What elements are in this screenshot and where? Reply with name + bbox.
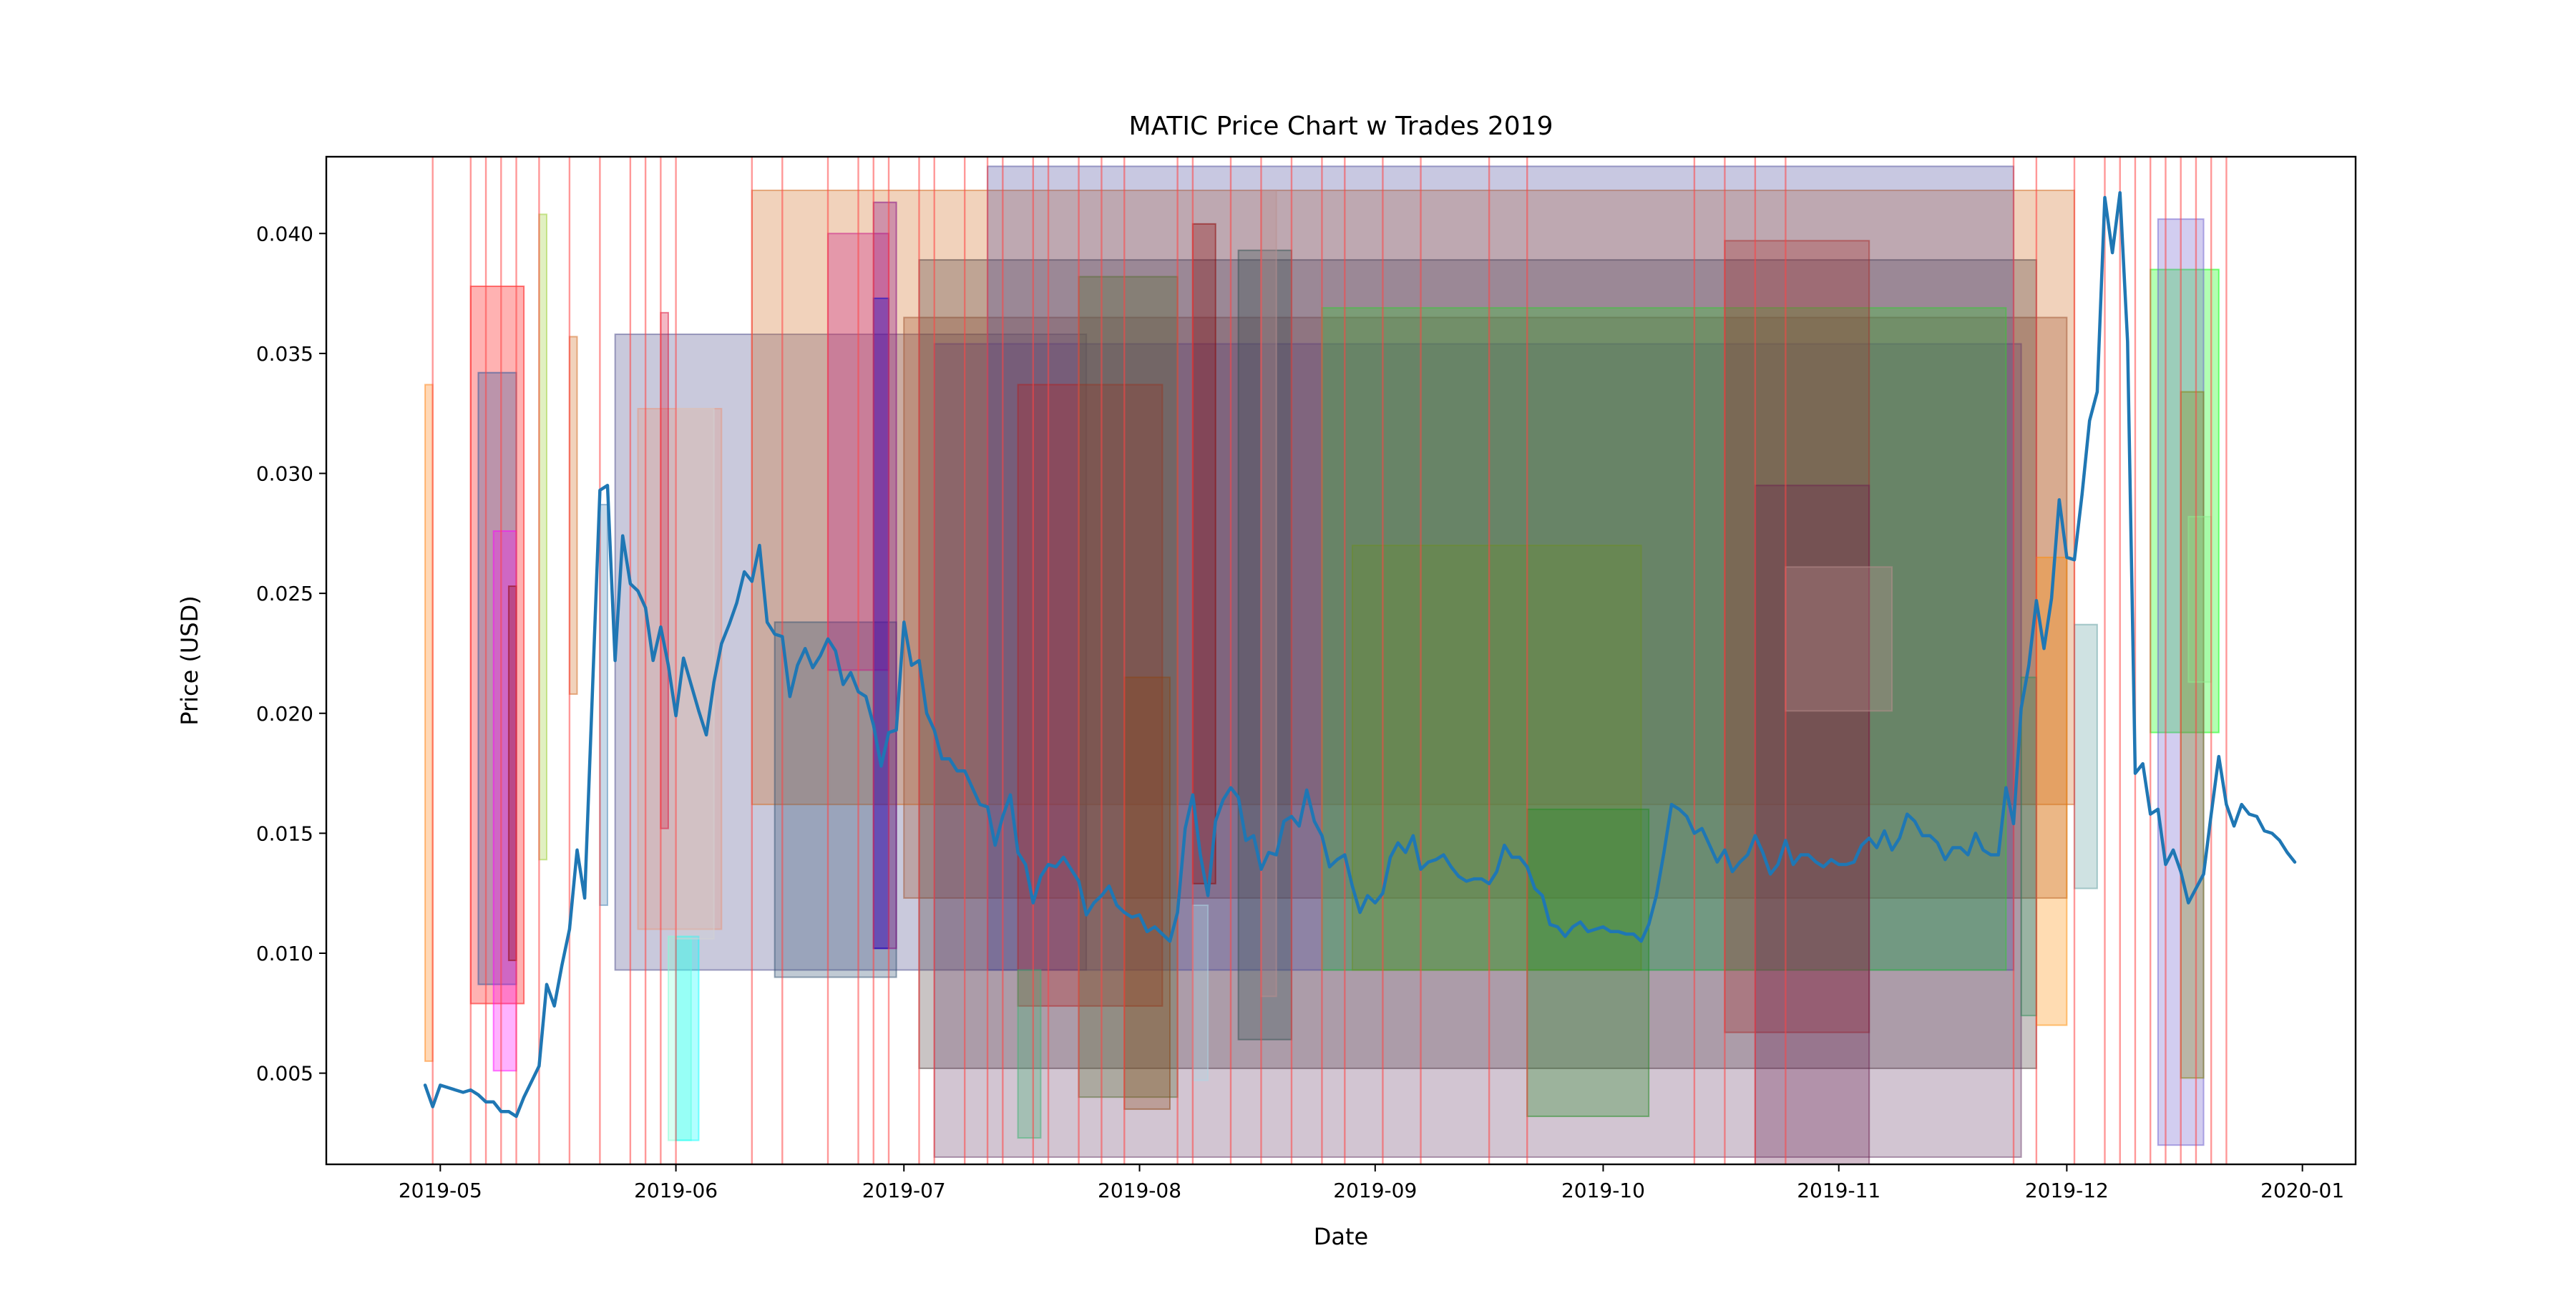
x-axis-ticks: 2019-05 2019-06 2019-07 2019-08 2019-09 2019-…: [399, 1164, 2344, 1202]
x-tick-label: 2019-12: [2025, 1179, 2109, 1202]
y-tick-label: 0.020: [256, 702, 313, 726]
trade-box: [614, 333, 1088, 971]
y-tick-label: 0.025: [256, 582, 313, 605]
y-tick-label: 0.035: [256, 342, 313, 366]
trade-box: [1017, 384, 1163, 1007]
trade-box: [507, 585, 517, 962]
x-axis-label: Date: [1314, 1223, 1368, 1250]
x-tick-label: 2019-06: [634, 1179, 718, 1202]
trade-box: [1785, 566, 1893, 712]
trade-box: [1191, 904, 1209, 1081]
trade-box: [660, 311, 669, 829]
x-tick-label: 2019-07: [862, 1179, 946, 1202]
y-tick-label: 0.005: [256, 1062, 313, 1086]
price-line: [423, 191, 2297, 1119]
x-tick-label: 2019-09: [1333, 1179, 1417, 1202]
trade-box: [2073, 623, 2098, 890]
trade-box: [933, 343, 2022, 1158]
trade-box: [469, 286, 525, 1005]
trade-box: [538, 213, 548, 861]
trade-box: [492, 530, 517, 1072]
trade-box: [1191, 223, 1216, 885]
plot-frame: [325, 155, 2357, 1166]
trade-box: [568, 336, 578, 695]
trade-box: [1078, 276, 1179, 1098]
trade-box: [2187, 515, 2212, 683]
trade-box: [751, 189, 2075, 806]
x-tick-label: 2019-08: [1098, 1179, 1181, 1202]
y-axis-ticks: 0.005 0.010 0.015 0.020 0.025 0.030 0.035 0.040: [256, 222, 326, 1086]
trade-box: [599, 504, 609, 906]
trade-box: [424, 384, 434, 1062]
trade-box: [675, 935, 700, 1141]
y-tick-label: 0.010: [256, 942, 313, 965]
trade-box: [987, 165, 2015, 971]
trade-box: [2150, 268, 2220, 734]
trade-box: [1017, 969, 1042, 1139]
trade-box: [903, 316, 2068, 899]
x-tick-label: 2019-11: [1797, 1179, 1880, 1202]
trade-box: [2020, 676, 2037, 1017]
trade-box: [637, 408, 723, 930]
y-axis-label: Price (USD): [176, 595, 203, 726]
trade-box: [872, 297, 890, 950]
trade-lines: [431, 157, 2228, 1164]
x-tick-label: 2019-05: [399, 1179, 482, 1202]
y-tick-label: 0.040: [256, 222, 313, 245]
trade-box: [2180, 391, 2205, 1079]
y-tick-label: 0.030: [256, 462, 313, 486]
trade-box: [1351, 545, 1642, 971]
trade-box: [1123, 676, 1171, 1110]
trade-box: [1724, 240, 1870, 1033]
chart-title: MATIC Price Chart w Trades 2019: [1129, 112, 1553, 141]
y-tick-label: 0.015: [256, 822, 313, 845]
trade-box: [918, 259, 2037, 1069]
x-tick-label: 2019-10: [1561, 1179, 1645, 1202]
trade-box: [1526, 808, 1650, 1117]
trade-box: [1260, 189, 1277, 998]
x-tick-label: 2020-01: [2260, 1179, 2344, 1202]
price-series-line: [423, 191, 2297, 1119]
